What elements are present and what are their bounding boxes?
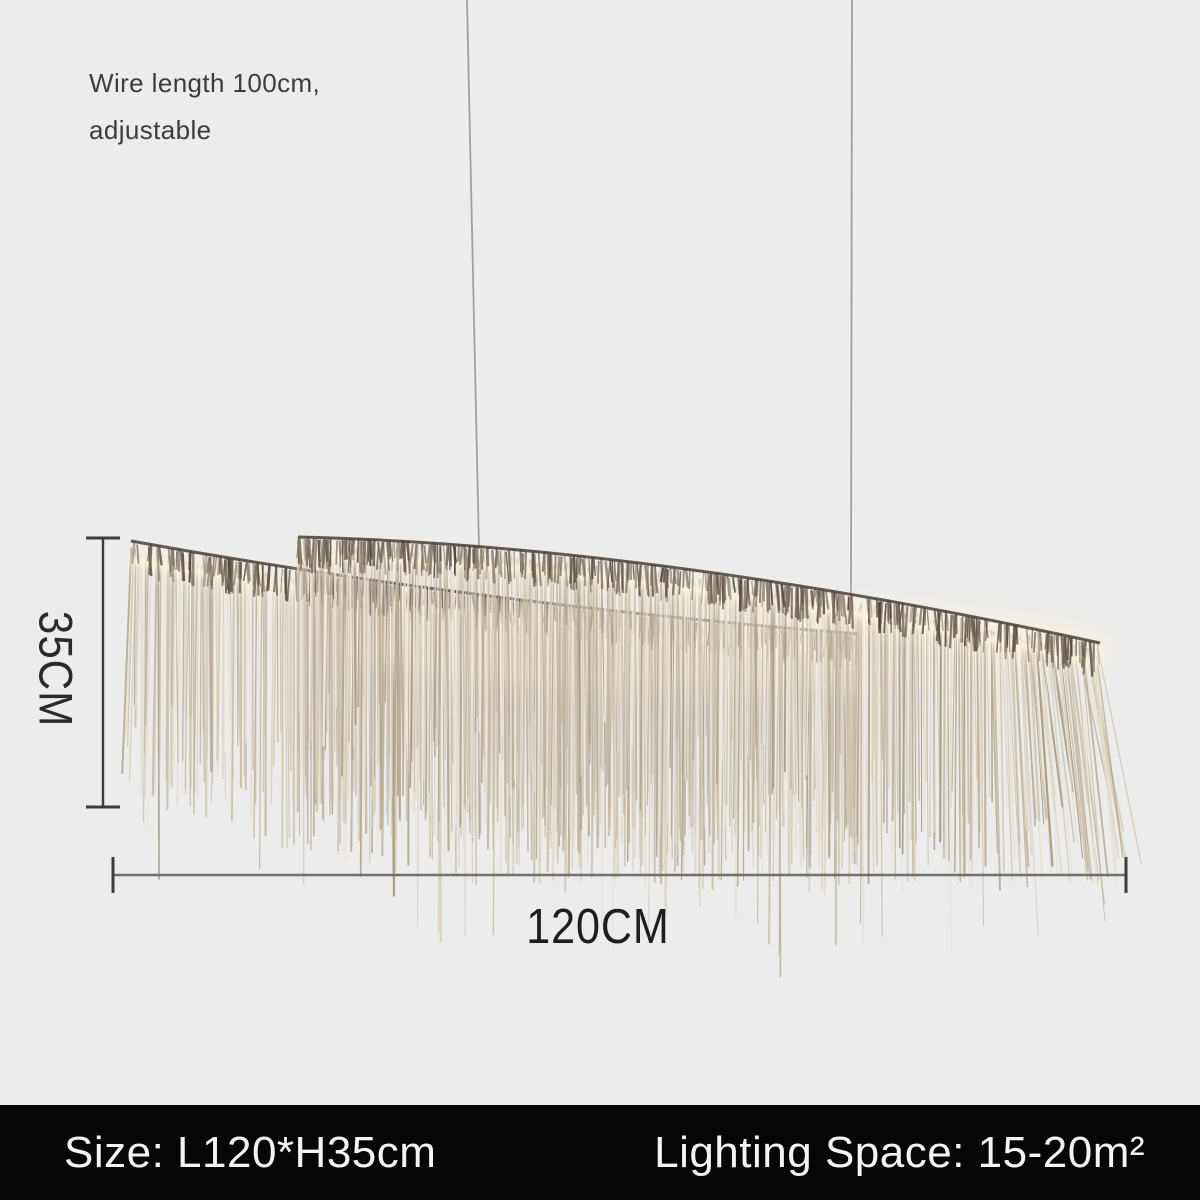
- height-dimension-label: 35CM: [29, 610, 83, 728]
- wire-length-note-line1: Wire length 100cm,: [89, 68, 321, 98]
- front-rail: [296, 535, 1103, 677]
- front-fringe: [294, 544, 1142, 978]
- suspension-wires: [466, 0, 853, 597]
- width-dimension-label: 120CM: [526, 900, 670, 954]
- spec-size-label: Size: L120*H35cm: [64, 1127, 437, 1177]
- wire-length-note-line2: adjustable: [89, 115, 212, 145]
- spec-lighting-space-label: Lighting Space: 15-20m²: [654, 1127, 1145, 1177]
- wire-length-note: Wire length 100cm, adjustable: [89, 60, 320, 154]
- dimension-lines: [86, 536, 1128, 893]
- spec-bar: Size: L120*H35cm Lighting Space: 15-20m²: [0, 1105, 1200, 1200]
